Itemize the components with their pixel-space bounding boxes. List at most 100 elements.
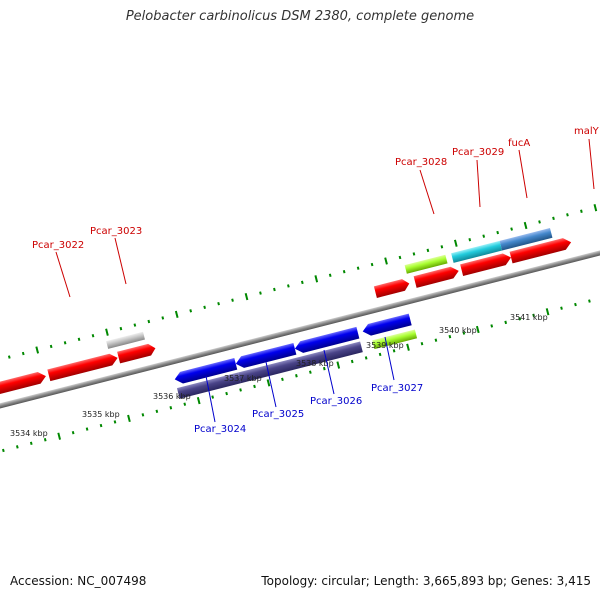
scale-minor-tick: [295, 374, 298, 378]
gene-label[interactable]: Pcar_3026: [310, 396, 362, 407]
scale-minor-tick: [588, 299, 591, 303]
scale-minor-tick: [440, 245, 444, 249]
gene-arrow-green[interactable]: [404, 254, 448, 274]
scale-major-tick: [453, 239, 458, 247]
gene-leader-line: [518, 149, 528, 199]
gene-label[interactable]: Pcar_3025: [252, 409, 304, 420]
gene-leader-line: [323, 349, 335, 395]
scale-minor-tick: [63, 341, 67, 345]
scale-minor-tick: [183, 402, 187, 406]
scale-track-upper: [7, 204, 598, 359]
gene-arrow-slate[interactable]: [176, 372, 241, 399]
scale-minor-tick: [169, 406, 173, 410]
scale-minor-tick: [309, 370, 312, 374]
scale-minor-tick: [155, 409, 159, 414]
scale-minor-tick: [538, 220, 541, 224]
kbp-tick-labels: 3534 kbp 3535 kbp 3536 kbp 3537 kbp 3538 kbp…: [10, 313, 548, 438]
scale-minor-tick: [574, 302, 577, 307]
gene-leader-line: [476, 159, 481, 208]
scale-minor-tick: [77, 337, 81, 341]
scale-minor-tick: [370, 262, 374, 267]
scale-major-tick: [35, 346, 40, 354]
scale-major-tick: [314, 275, 319, 283]
gene-leader-line: [265, 361, 277, 408]
scale-major-tick: [57, 432, 62, 440]
gene-arrow-green[interactable]: [372, 329, 418, 350]
gene-arrow-forward[interactable]: [117, 342, 157, 364]
gene-arrow-forward[interactable]: [509, 236, 573, 264]
scale-minor-tick: [552, 216, 555, 221]
scale-minor-tick: [426, 248, 430, 253]
scale-minor-tick: [392, 349, 396, 353]
scale-minor-tick: [133, 323, 137, 327]
gene-arrow-forward[interactable]: [47, 352, 119, 382]
scale-minor-tick: [239, 388, 242, 392]
gene-leader-line: [384, 336, 395, 381]
gene-label[interactable]: Pcar_3022: [32, 240, 84, 251]
scale-major-tick: [174, 310, 179, 319]
scale-major-tick: [196, 396, 201, 405]
gene-arrow-gray[interactable]: [106, 331, 145, 349]
scale-minor-tick: [560, 306, 563, 310]
gene-arrow-steelblue[interactable]: [499, 228, 553, 251]
gene-arrow-slate[interactable]: [238, 341, 363, 384]
gene-label[interactable]: Pcar_3023: [90, 226, 142, 237]
scale-major-tick: [475, 325, 480, 334]
scale-minor-tick: [350, 359, 354, 364]
scale-minor-tick: [211, 395, 215, 399]
gene-arrow-reverse[interactable]: [361, 313, 412, 338]
scale-major-tick: [266, 379, 271, 387]
chromosome-backbone: [0, 236, 600, 419]
scale-minor-tick: [273, 287, 276, 292]
gene-arrow-reverse[interactable]: [234, 342, 297, 370]
scale-minor-tick: [287, 284, 290, 288]
gene-label[interactable]: Pcar_3028: [395, 157, 447, 168]
scale-track-lower: [2, 299, 591, 453]
scale-minor-tick: [189, 309, 193, 313]
scale-minor-tick: [2, 448, 5, 453]
scale-minor-tick: [141, 413, 145, 417]
gene-label[interactable]: malY: [574, 126, 600, 137]
scale-minor-tick: [15, 445, 19, 449]
accession-text: Accession: NC_007498: [10, 574, 147, 588]
gene-arrow-forward[interactable]: [373, 278, 411, 298]
scale-minor-tick: [71, 430, 75, 435]
scale-minor-tick: [328, 273, 332, 277]
scale-major-tick: [593, 204, 598, 212]
gene-arrow-cyan[interactable]: [451, 240, 503, 263]
scale-minor-tick: [364, 356, 368, 360]
scale-minor-tick: [113, 420, 117, 424]
scale-minor-tick: [85, 427, 89, 431]
scale-minor-tick: [161, 316, 165, 320]
scale-minor-tick: [322, 366, 326, 371]
scale-minor-tick: [119, 326, 123, 331]
scale-major-tick: [105, 328, 109, 336]
gene-leader-line: [114, 237, 127, 285]
gene-label[interactable]: Pcar_3027: [371, 383, 423, 394]
scale-minor-tick: [300, 280, 304, 285]
gene-arrow-forward[interactable]: [460, 252, 512, 276]
scale-minor-tick: [398, 255, 402, 260]
scale-minor-tick: [7, 355, 11, 359]
kbp-tick-label: 3537 kbp: [224, 374, 262, 383]
scale-major-tick: [127, 414, 131, 423]
scale-minor-tick: [281, 377, 284, 381]
scale-minor-tick: [43, 438, 47, 442]
gene-label[interactable]: fucA: [508, 138, 530, 149]
scale-minor-tick: [49, 344, 53, 349]
gene-arrow-forward[interactable]: [413, 265, 461, 288]
gene-arrow-reverse[interactable]: [293, 326, 360, 355]
gene-label[interactable]: Pcar_3029: [452, 147, 504, 158]
scale-minor-tick: [462, 331, 466, 335]
gene-arrow-reverse[interactable]: [173, 358, 238, 385]
scale-minor-tick: [231, 298, 234, 302]
scale-major-tick: [384, 257, 388, 265]
gene-leader-line: [588, 138, 595, 190]
gene-arrow-forward[interactable]: [0, 370, 47, 396]
genome-title: Pelobacter carbinolicus DSM 2380, comple…: [125, 9, 475, 24]
scale-minor-tick: [518, 317, 521, 321]
scale-minor-tick: [510, 227, 513, 231]
gene-label[interactable]: Pcar_3024: [194, 424, 246, 435]
gene-leader-line: [419, 169, 435, 215]
